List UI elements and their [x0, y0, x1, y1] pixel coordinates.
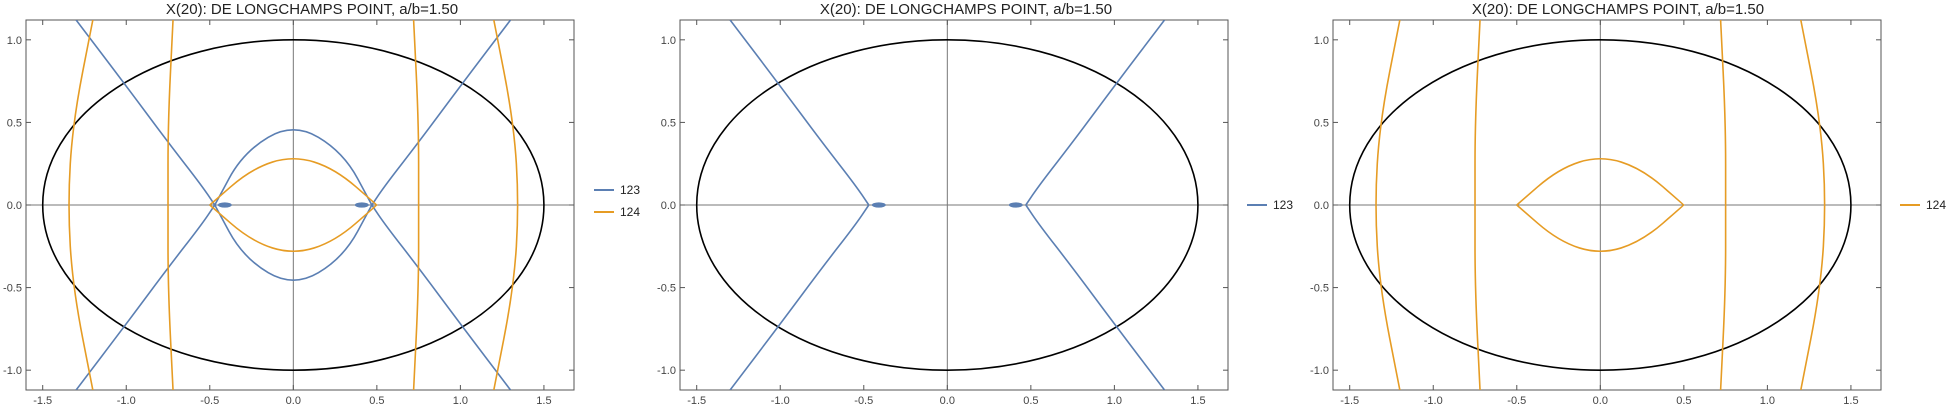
y-tick-label: 0.5 — [1314, 117, 1329, 129]
y-tick-label: 1.0 — [1314, 35, 1329, 47]
x-tick-label: -1.0 — [1424, 395, 1443, 406]
series-124-curve — [1800, 20, 1826, 390]
series-123-curve — [214, 129, 373, 206]
series-123-curve — [729, 204, 870, 390]
x-tick-label: -1.0 — [117, 395, 136, 406]
legend: 124 — [1900, 198, 1946, 212]
y-tick-label: -1.0 — [657, 365, 676, 377]
x-tick-label: -1.5 — [33, 395, 52, 406]
series-124-curve — [1516, 157, 1685, 206]
x-tick-label: 1.5 — [536, 395, 551, 406]
x-tick-label: -1.5 — [687, 395, 706, 406]
legend: 123 — [1247, 198, 1293, 212]
y-tick-label: 0.5 — [661, 117, 676, 129]
plot-area — [1348, 20, 1852, 390]
outer-ellipse — [1348, 39, 1852, 371]
plot-panel-1: -1.5 -1.0 -0.5 0.0 0.5 1.0 1.5 -1.0 -0.5 0.0 0.5 1.… — [3, 1, 640, 406]
x-tick-label: 0.5 — [369, 395, 384, 406]
series-123-curve — [1025, 20, 1166, 206]
legend-label-123: 123 — [1273, 198, 1293, 212]
series-123 — [75, 20, 512, 390]
series-124-curve — [1375, 20, 1401, 390]
series-123-curve — [75, 20, 216, 206]
x-tick-label: 0.0 — [940, 395, 955, 406]
legend: 123 124 — [594, 183, 640, 219]
series-123-loop — [1008, 202, 1023, 208]
x-tick-label: -0.5 — [200, 395, 219, 406]
series-123-curve — [371, 20, 512, 206]
y-tick-label: -1.0 — [1310, 365, 1329, 377]
series-124-curve — [167, 20, 174, 390]
series-124 — [68, 20, 519, 390]
y-tick-label: -0.5 — [657, 283, 676, 295]
series-124-curve — [209, 204, 378, 253]
plot-panel-2: -1.5 -1.0 -0.5 0.0 0.5 1.0 1.5 -1.0 -0.5 0.0 0.5 1.… — [657, 1, 1293, 406]
y-tick-label: -1.0 — [3, 365, 22, 377]
plot-panel-3: -1.5 -1.0 -0.5 0.0 0.5 1.0 1.5 -1.0 -0.5 0.0 0.5 1.… — [1310, 1, 1946, 406]
plot-area — [695, 20, 1199, 390]
legend-label-123: 123 — [620, 183, 640, 197]
series-123-curve — [75, 204, 216, 390]
series-124-curve — [1719, 20, 1727, 390]
x-tick-label: -0.5 — [854, 395, 873, 406]
series-123-curve — [214, 204, 373, 281]
series-123-curve — [729, 20, 870, 206]
series-124-curve — [493, 20, 519, 390]
series-123-loop — [354, 202, 369, 208]
y-tick-label: 0.0 — [661, 200, 676, 212]
y-tick-label: -0.5 — [1310, 283, 1329, 295]
x-tick-label: 1.0 — [1760, 395, 1775, 406]
y-tick-label: -0.5 — [3, 283, 22, 295]
chart-title: X(20): DE LONGCHAMPS POINT, a/b=1.50 — [820, 1, 1112, 18]
x-tick-label: 1.0 — [1107, 395, 1122, 406]
series-123-loop — [217, 202, 232, 208]
series-123-curve — [1025, 204, 1166, 390]
outer-ellipse — [695, 39, 1199, 371]
series-124 — [1375, 20, 1826, 390]
x-tick-label: 0.0 — [286, 395, 301, 406]
series-123-curve — [371, 204, 512, 390]
series-124-curve — [1474, 20, 1481, 390]
chart-title: X(20): DE LONGCHAMPS POINT, a/b=1.50 — [1472, 1, 1764, 18]
x-tick-label: 0.0 — [1593, 395, 1608, 406]
legend-label-124: 124 — [620, 205, 640, 219]
series-124-curve — [68, 20, 94, 390]
y-tick-label: 0.0 — [1314, 200, 1329, 212]
x-tick-label: 1.5 — [1843, 395, 1858, 406]
x-tick-label: -0.5 — [1507, 395, 1526, 406]
series-124-curve — [209, 157, 378, 206]
x-tick-label: 1.5 — [1190, 395, 1205, 406]
x-tick-label: 1.0 — [453, 395, 468, 406]
y-tick-label: 1.0 — [661, 35, 676, 47]
series-124-curve — [412, 20, 420, 390]
legend-label-124: 124 — [1926, 198, 1946, 212]
x-tick-label: -1.0 — [771, 395, 790, 406]
y-tick-label: 0.5 — [7, 117, 22, 129]
x-tick-label: -1.5 — [1340, 395, 1359, 406]
series-123 — [729, 20, 1166, 390]
plot-area — [41, 20, 545, 390]
chart-title: X(20): DE LONGCHAMPS POINT, a/b=1.50 — [166, 1, 458, 18]
x-tick-label: 0.5 — [1023, 395, 1038, 406]
x-tick-label: 0.5 — [1676, 395, 1691, 406]
series-124-curve — [1516, 204, 1685, 253]
series-123-loop — [871, 202, 886, 208]
y-tick-label: 0.0 — [7, 200, 22, 212]
outer-ellipse — [41, 39, 545, 371]
y-tick-label: 1.0 — [7, 35, 22, 47]
